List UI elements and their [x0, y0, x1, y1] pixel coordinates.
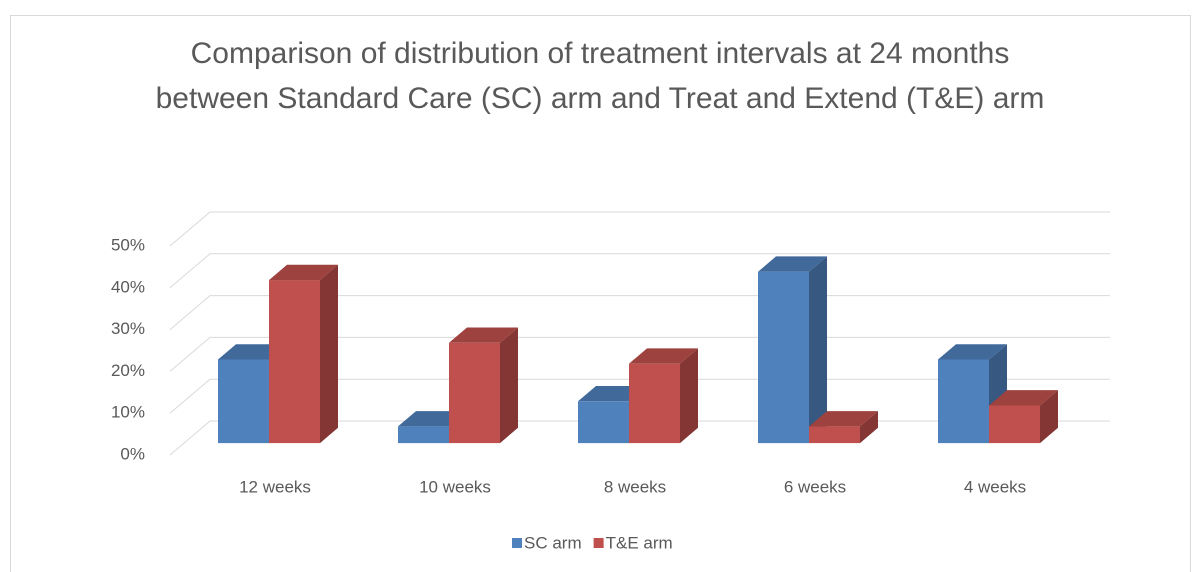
bar: [989, 390, 1058, 444]
x-tick-label: 6 weeks: [784, 477, 846, 496]
bar-front: [449, 342, 500, 444]
bar: [449, 327, 518, 444]
y-tick-label: 10%: [111, 403, 145, 422]
bar: [629, 348, 698, 444]
bar-top: [629, 348, 698, 364]
bar-front: [809, 426, 860, 444]
legend-swatch: [512, 538, 522, 548]
bar-side: [860, 411, 878, 444]
bar-top: [449, 327, 518, 343]
bar-front: [938, 359, 989, 444]
legend-swatch: [593, 538, 604, 548]
bar-front: [218, 359, 269, 444]
bar-front: [989, 405, 1040, 444]
x-tick-label: 8 weeks: [604, 477, 666, 496]
bar-top: [269, 264, 338, 281]
legend-label: T&E arm: [606, 533, 673, 552]
bar: [809, 411, 878, 444]
chart-border: [10, 15, 1191, 572]
chart-title: Comparison of distribution of treatment …: [156, 37, 1045, 115]
y-tick-label: 30%: [111, 319, 145, 338]
bar-front: [629, 363, 680, 444]
y-tick-label: 50%: [111, 235, 145, 254]
x-tick-label: 12 weeks: [239, 477, 311, 496]
grid-line: [169, 253, 1110, 289]
legend-label: SC arm: [524, 533, 582, 552]
x-tick-label: 4 weeks: [964, 477, 1026, 496]
bar-side: [1040, 390, 1058, 444]
y-tick-label: 20%: [111, 361, 145, 380]
bar-top: [809, 411, 878, 427]
x-tick-label: 10 weeks: [419, 477, 491, 496]
bar: [758, 256, 827, 444]
bar-front: [758, 271, 809, 444]
bar-side: [320, 264, 338, 444]
bar-front: [398, 426, 449, 444]
bar-top: [989, 390, 1058, 406]
y-tick-label: 0%: [120, 444, 145, 463]
bar-side: [680, 348, 698, 444]
bar-top: [938, 344, 1007, 360]
bar-front: [269, 280, 320, 444]
grid-line: [169, 211, 1110, 247]
bar-side: [500, 327, 518, 444]
y-tick-label: 40%: [111, 277, 145, 296]
bar-top: [758, 256, 827, 272]
bar-side: [809, 256, 827, 444]
bar-front: [578, 401, 629, 444]
bar: [938, 344, 1007, 444]
bar: [269, 264, 338, 444]
